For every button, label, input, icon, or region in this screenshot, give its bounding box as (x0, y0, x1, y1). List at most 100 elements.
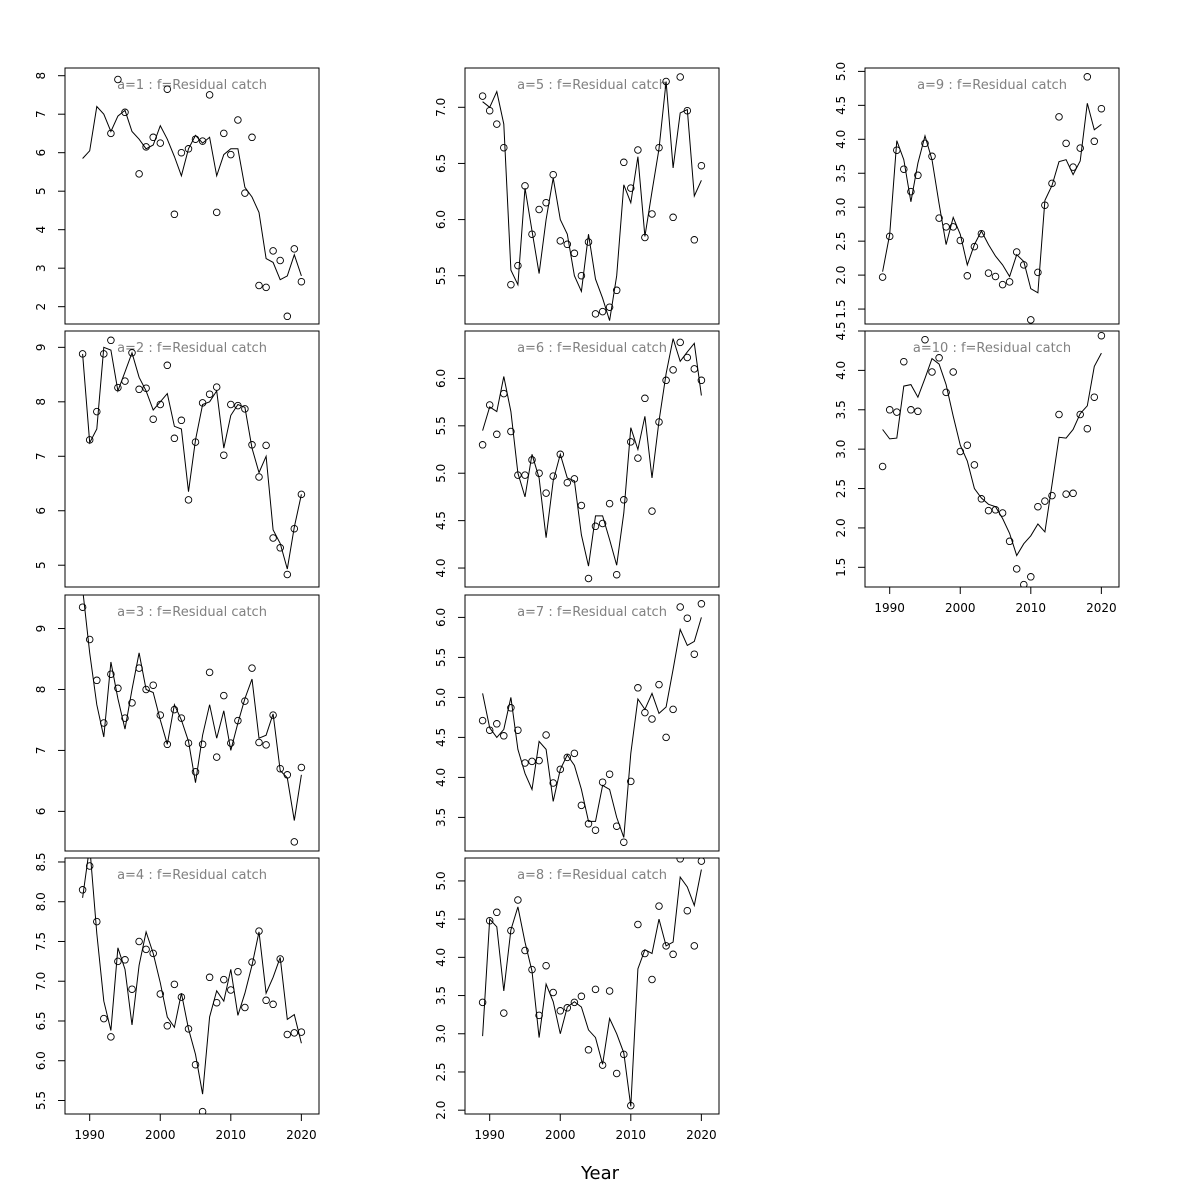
y-tick-label: 3 (34, 264, 48, 272)
x-tick-label: 1990 (874, 601, 905, 615)
observed-point (142, 685, 150, 694)
observed-point (500, 732, 508, 740)
observed-point (1012, 248, 1021, 256)
observed-point (984, 506, 993, 515)
observed-point (1062, 490, 1070, 498)
observed-point (935, 354, 943, 362)
observed-point (963, 441, 972, 449)
observed-point (556, 765, 565, 774)
observed-point (542, 731, 550, 739)
panel-a3: a=3 : f=Residual catch 6 7 8 9 (34, 594, 320, 852)
observed-point (878, 273, 887, 281)
panel-frame (64, 330, 320, 588)
observed-point (163, 740, 172, 749)
observed-point (297, 763, 306, 772)
observed-point (627, 777, 635, 786)
observed-point (269, 534, 277, 542)
observed-point (234, 716, 242, 725)
panel-title: a=3 : f=Residual catch (117, 605, 267, 620)
observed-point (528, 230, 536, 238)
observed-point (170, 705, 179, 714)
panel-title: a=7 : f=Residual catch (517, 605, 667, 620)
observed-point (570, 249, 579, 258)
y-tick-label: 2 (34, 303, 48, 311)
observed-point (163, 1022, 172, 1030)
observed-point (893, 146, 901, 154)
observed-point (914, 407, 922, 416)
y-tick-label: 5 (34, 187, 48, 195)
observed-point (485, 916, 494, 925)
y-tick-label: 8 (34, 72, 48, 80)
observed-point (521, 946, 529, 955)
observed-point (93, 917, 101, 926)
observed-point (893, 408, 901, 416)
y-tick-label: 6.0 (34, 1051, 48, 1070)
panel-a8: a=8 : f=Residual catch 2.0 2.5 3.0 3.5 4.0 4.5… (434, 857, 720, 1142)
y-tick-label: 5.0 (434, 688, 448, 707)
observed-point (107, 336, 115, 345)
observed-point (655, 902, 663, 910)
observed-point (556, 237, 565, 245)
observed-point (198, 137, 207, 145)
y-tick-label: 4.5 (834, 321, 848, 340)
panel-data (878, 73, 1106, 324)
observed-point (107, 1033, 115, 1041)
observed-point (255, 281, 263, 290)
observed-point (212, 208, 221, 217)
x-tick-label: 2010 (216, 1128, 247, 1142)
observed-point (570, 475, 579, 483)
observed-point (655, 143, 663, 152)
panel-a4: a=4 : f=Residual catch 5.5 6.0 6.5 7.0 7.5 8.0… (34, 852, 320, 1142)
observed-point (212, 998, 221, 1007)
y-tick-label: 6.0 (434, 210, 448, 229)
panel-data (478, 600, 706, 846)
observed-point (549, 472, 557, 480)
panel-data (478, 338, 706, 583)
y-tick-label: 7 (34, 452, 48, 460)
observed-point (121, 956, 129, 964)
observed-point (577, 801, 586, 810)
observed-point (107, 129, 115, 138)
observed-point (676, 338, 684, 347)
observed-point (269, 711, 277, 719)
observed-point (121, 714, 129, 722)
y-tick-label: 5.0 (834, 62, 848, 81)
y-tick-label: 6.0 (434, 369, 448, 388)
x-tick-label: 2020 (1086, 601, 1117, 615)
observed-point (598, 307, 607, 316)
observed-point (191, 135, 200, 143)
observed-point (234, 116, 242, 124)
observed-point (149, 681, 157, 689)
panel-data (82, 75, 306, 321)
x-tick-label: 2020 (686, 1128, 717, 1142)
observed-point (914, 171, 922, 180)
observed-point (478, 441, 487, 449)
panel-frame (464, 67, 720, 325)
observed-point (128, 985, 136, 993)
y-tick-label: 6 (34, 808, 48, 816)
observed-point (662, 376, 670, 385)
observed-point (563, 1004, 572, 1012)
y-tick-label: 3.5 (434, 986, 448, 1005)
observed-point (220, 451, 228, 459)
y-tick-label: 3.5 (434, 808, 448, 827)
fitted-line (82, 595, 302, 821)
observed-point (1048, 491, 1056, 500)
observed-point (248, 133, 256, 142)
observed-point (641, 233, 649, 242)
observed-point (276, 955, 284, 963)
observed-point (493, 720, 501, 728)
observed-point (570, 749, 579, 758)
observed-point (563, 478, 572, 487)
observed-point (935, 214, 943, 222)
observed-point (683, 906, 692, 915)
observed-point (577, 992, 586, 1001)
observed-point (612, 822, 621, 830)
observed-point (669, 705, 677, 714)
observed-point (276, 764, 284, 773)
observed-point (93, 407, 101, 416)
observed-point (198, 740, 207, 749)
observed-point (1041, 201, 1049, 209)
observed-point (227, 986, 235, 994)
observed-point (493, 908, 501, 917)
